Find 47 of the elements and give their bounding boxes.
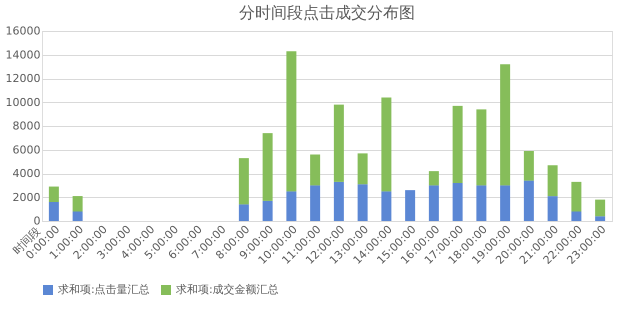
bar	[72, 212, 83, 221]
bar	[548, 165, 558, 196]
bar	[571, 182, 582, 212]
bar	[524, 180, 534, 221]
bar	[310, 154, 320, 186]
bar	[452, 183, 463, 221]
bar	[524, 150, 534, 181]
bar	[571, 212, 582, 221]
bar	[595, 216, 606, 221]
bar	[72, 196, 83, 212]
bar	[334, 182, 344, 221]
bar	[500, 64, 510, 186]
y-tick-label: 12000	[6, 72, 40, 85]
bar	[48, 186, 59, 202]
bar	[286, 191, 296, 221]
bar	[548, 196, 558, 221]
bar	[238, 158, 249, 204]
bar	[476, 185, 486, 221]
bar	[452, 106, 463, 183]
bar	[262, 133, 273, 201]
bar	[262, 200, 273, 221]
bar	[428, 171, 439, 186]
y-tick-label: 10000	[6, 96, 40, 109]
legend-label: 求和项:点击量汇总	[58, 283, 150, 296]
bar	[428, 185, 439, 221]
y-tick-label: 6000	[12, 143, 40, 156]
bar	[310, 185, 320, 221]
chart-title: 分时间段点击成交分布图	[239, 3, 415, 22]
bar	[381, 191, 392, 221]
bar	[405, 190, 416, 221]
y-tick-label: 2000	[12, 190, 40, 204]
bar	[358, 184, 368, 221]
bar	[286, 51, 296, 192]
bar	[595, 200, 606, 216]
bar	[476, 109, 486, 186]
y-tick-label: 4000	[12, 167, 40, 180]
y-tick-label: 14000	[6, 48, 40, 62]
bar	[48, 202, 59, 221]
y-tick-label: 0	[34, 214, 40, 228]
bar	[238, 204, 249, 221]
bar	[358, 153, 368, 184]
bar	[334, 104, 344, 182]
y-tick-label: 8000	[12, 120, 40, 132]
bar	[381, 98, 392, 192]
bar	[500, 185, 510, 221]
legend-label: 求和项:成交金额汇总	[176, 283, 279, 296]
y-tick-label: 16000	[6, 24, 40, 38]
